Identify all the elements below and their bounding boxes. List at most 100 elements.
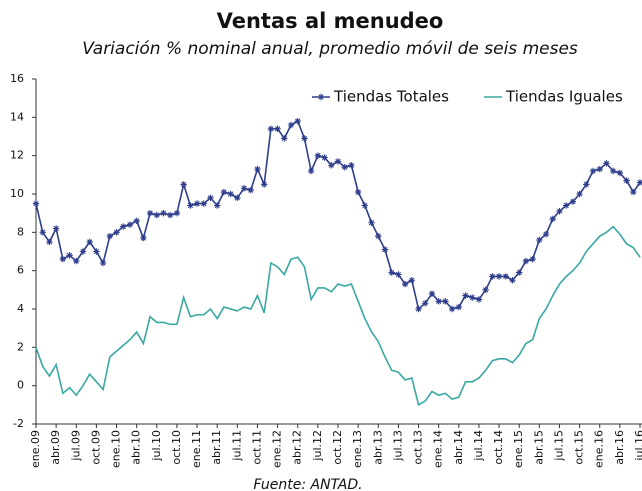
series-marker — [475, 296, 483, 303]
series-marker — [455, 303, 462, 311]
x-tick-label: abr.11 — [210, 430, 223, 465]
y-tick-label: 14 — [10, 110, 24, 123]
series-marker — [193, 200, 201, 207]
series-marker — [247, 186, 254, 194]
series-marker — [254, 165, 261, 173]
series-marker — [220, 188, 228, 196]
series-marker — [307, 167, 315, 175]
series-marker — [448, 305, 456, 313]
series-marker — [609, 167, 617, 175]
y-tick-label: 2 — [17, 340, 24, 353]
series-marker — [86, 238, 93, 246]
x-tick-label: abr.09 — [49, 430, 62, 465]
series-marker — [469, 294, 476, 301]
series-marker — [214, 202, 221, 209]
series-marker — [542, 231, 550, 238]
y-tick-label: -2 — [13, 417, 24, 430]
series-marker — [623, 177, 630, 184]
series-marker — [153, 211, 160, 219]
series-marker — [207, 194, 214, 202]
series-marker — [348, 162, 355, 169]
legend-label: Tiendas Iguales — [505, 88, 623, 106]
series-marker — [260, 181, 268, 188]
series-marker — [415, 305, 422, 313]
series-marker — [32, 200, 40, 207]
x-tick-label: jul.13 — [391, 430, 404, 462]
x-tick-label: jul.15 — [552, 430, 565, 462]
series-marker — [502, 273, 509, 280]
x-tick-label: abr.16 — [613, 430, 626, 465]
series-marker — [562, 202, 570, 209]
x-tick-label: oct.15 — [573, 430, 586, 465]
legend-label: Tiendas Totales — [333, 88, 449, 106]
x-tick-label: abr.14 — [452, 430, 465, 465]
x-tick-label: oct.09 — [89, 430, 102, 465]
series-marker — [146, 209, 154, 217]
series-marker — [509, 277, 516, 284]
y-tick-label: 0 — [17, 379, 24, 392]
series-marker — [408, 277, 416, 284]
series-marker — [274, 125, 281, 133]
series-marker — [73, 257, 80, 265]
x-tick-label: ene.11 — [190, 430, 203, 468]
series-marker — [462, 292, 469, 299]
series-marker — [52, 225, 60, 232]
series-marker — [395, 271, 402, 278]
series-marker — [287, 121, 295, 129]
series-line — [35, 120, 641, 311]
series-marker — [630, 188, 637, 196]
series-marker — [516, 269, 523, 276]
series-marker — [133, 217, 140, 225]
x-tick-label: oct.10 — [170, 430, 183, 465]
series-marker — [341, 163, 348, 171]
series-marker — [126, 221, 134, 228]
series-marker — [281, 135, 288, 142]
x-tick-label: abr.13 — [371, 430, 384, 465]
series-marker — [401, 280, 409, 288]
series-marker — [59, 255, 67, 263]
series-marker — [603, 160, 610, 167]
series-marker — [106, 232, 114, 240]
series-marker — [549, 215, 556, 223]
series-line — [35, 225, 641, 407]
series-marker — [234, 194, 241, 202]
series-marker — [583, 181, 590, 188]
x-tick-label: jul.10 — [150, 430, 163, 462]
x-tick-label: ene.16 — [593, 430, 606, 468]
series-marker — [240, 185, 248, 192]
series-marker — [536, 236, 543, 244]
series-marker — [361, 202, 369, 209]
x-tick-label: ene.12 — [271, 430, 284, 468]
series-marker — [294, 117, 301, 125]
x-tick-label: ene.13 — [351, 430, 364, 468]
series-marker — [167, 211, 174, 219]
series-marker — [113, 229, 120, 236]
y-tick-label: 4 — [17, 302, 24, 315]
y-tick-label: 16 — [10, 72, 24, 85]
series-marker — [489, 273, 496, 280]
legend-marker — [317, 93, 325, 101]
series-marker — [388, 269, 395, 276]
y-tick-label: 8 — [17, 225, 24, 238]
series-marker — [187, 202, 194, 209]
series-marker — [576, 190, 583, 198]
series-marker — [99, 259, 107, 267]
series-marker — [589, 167, 597, 175]
series-marker — [79, 248, 87, 255]
series-marker — [569, 198, 577, 205]
x-tick-label: ene.09 — [29, 430, 42, 468]
series-marker — [596, 165, 603, 173]
series-marker — [442, 298, 449, 305]
x-tick-label: ene.14 — [432, 430, 445, 468]
series-marker — [140, 234, 147, 242]
source-note: Fuente: ANTAD. — [253, 477, 362, 491]
series-marker — [321, 154, 328, 161]
series-marker — [46, 238, 53, 246]
series-marker — [160, 209, 167, 217]
series-marker — [435, 298, 442, 305]
y-tick-label: 12 — [10, 149, 24, 162]
x-tick-label: oct.13 — [412, 430, 425, 465]
series-marker — [368, 219, 375, 226]
x-tick-label: abr.15 — [532, 430, 545, 465]
series-marker — [522, 257, 530, 265]
